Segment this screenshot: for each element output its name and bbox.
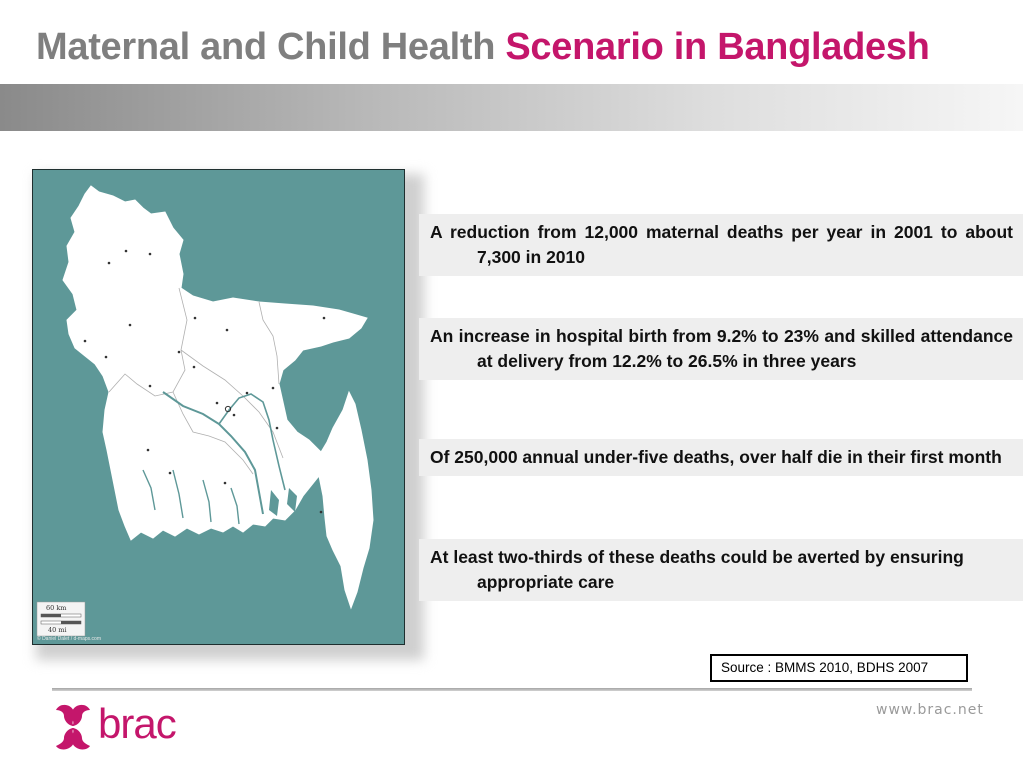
bullet-under-five-deaths: Of 250,000 annual under-five deaths, ove… (419, 439, 1023, 476)
map-credit: © Daniel Dalet / d-maps.com (37, 636, 101, 642)
brac-logo-icon (56, 704, 90, 750)
title-pink-part: Scenario in Bangladesh (505, 26, 930, 68)
map-scale-mi: 40 mi (48, 626, 67, 634)
title-grey-part: Maternal and Child Health (36, 26, 496, 68)
bullet-maternal-deaths: A reduction from 12,000 maternal deaths … (419, 214, 1023, 276)
page-title: Maternal and Child Health Scenario in Ba… (36, 26, 930, 69)
source-box: Source : BMMS 2010, BDHS 2007 (710, 654, 968, 682)
brac-logo-text: brac (98, 700, 177, 747)
bangladesh-land (62, 185, 374, 610)
footer-divider (52, 688, 972, 691)
bullet-hospital-birth: An increase in hospital birth from 9.2% … (419, 318, 1023, 380)
map-scale-bar (36, 601, 86, 637)
bullet-averted-deaths: At least two-thirds of these deaths coul… (419, 539, 1023, 601)
map-scale-km: 60 km (46, 604, 67, 612)
bangladesh-map: 60 km 40 mi © Daniel Dalet / d-maps.com (32, 169, 405, 645)
website-url: www.brac.net (876, 702, 984, 718)
header-gradient-band (0, 84, 1023, 131)
